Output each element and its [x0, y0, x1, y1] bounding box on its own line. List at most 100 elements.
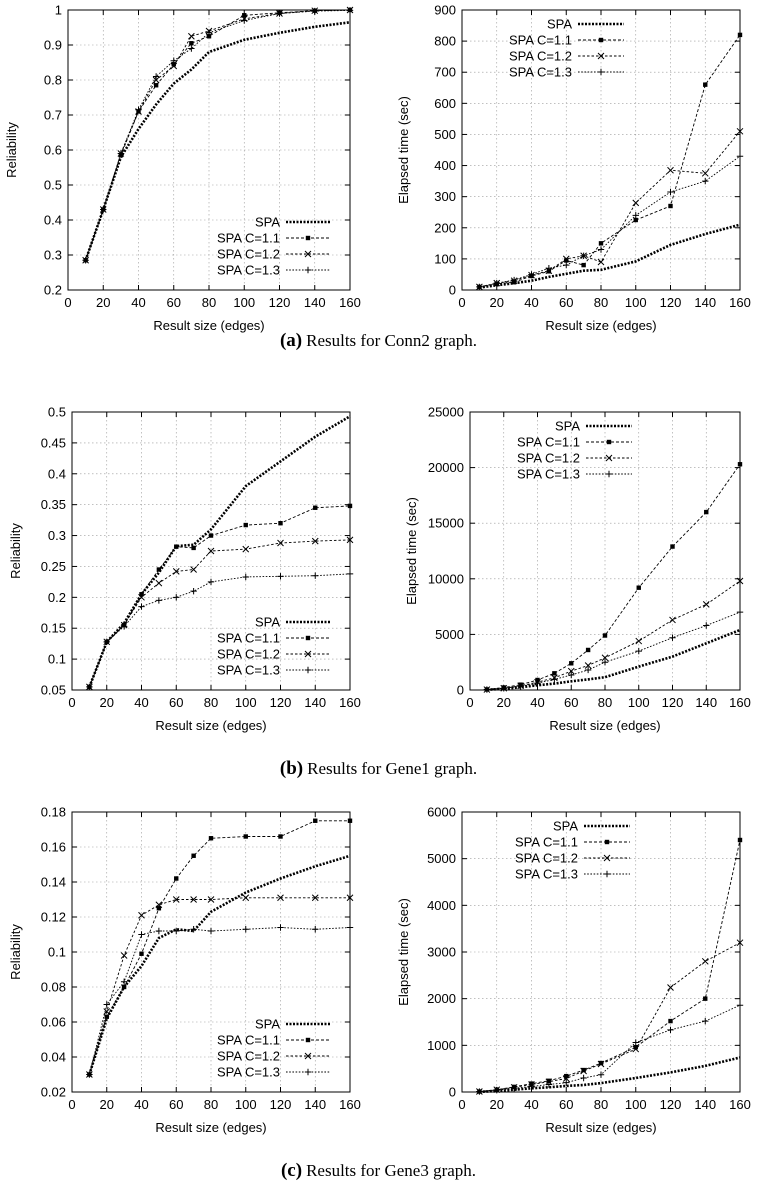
chart-5-legend-label: SPA — [255, 1017, 280, 1032]
chart-4-series-line-4 — [486, 611, 741, 691]
chart-3-legend-label: SPA C=1.3 — [217, 663, 280, 678]
chart-5-series-4-point — [242, 926, 249, 933]
caption-b: (b) Results for Gene1 graph. — [0, 758, 757, 780]
chart-1-legend-marker — [304, 250, 312, 258]
chart-3-series-2-point — [243, 522, 248, 528]
chart-3-x-tick-label: 60 — [169, 695, 183, 710]
chart-5-series-2-point — [313, 818, 318, 823]
chart-3-y-tick-label: 0.35 — [41, 497, 66, 512]
chart-4-series-4-point — [551, 676, 558, 683]
chart-3-series-2-point — [347, 503, 353, 509]
chart-6-series-4-point — [736, 1002, 744, 1009]
chart-4-x-tick-label: 60 — [564, 695, 578, 710]
chart-5-y-tick-label: 0.02 — [41, 1085, 66, 1100]
chart-2-legend-label: SPA — [547, 17, 572, 32]
chart-6-series-2-point — [633, 1045, 638, 1050]
chart-1-y-tick-label: 1 — [55, 3, 62, 18]
chart-4-x-tick-label: 20 — [497, 695, 511, 710]
chart-4-series-4-point — [483, 686, 491, 693]
chart-2-y-tick-label: 400 — [434, 158, 456, 173]
chart-4-series-2-point — [704, 509, 709, 515]
chart-4-series-4-point — [517, 683, 524, 690]
chart-3-series-4-point — [277, 573, 284, 580]
chart-5-series-2-point — [121, 984, 127, 990]
chart-2-y-axis-label: Elapsed time (sec) — [396, 96, 411, 204]
chart-6-series-4-point — [632, 1039, 639, 1046]
chart-4-y-tick-label: 0 — [457, 683, 464, 698]
chart-1-y-tick-label: 0.9 — [44, 38, 62, 53]
chart-1-y-tick-label: 0.6 — [44, 143, 62, 158]
chart-5-legend-label: SPA C=1.1 — [217, 1033, 280, 1048]
chart-3-y-tick-label: 0.45 — [41, 435, 66, 450]
chart-6-y-tick-label: 0 — [449, 1085, 456, 1100]
chart-1-x-tick-label: 100 — [233, 295, 255, 310]
chart-5-legend-label: SPA C=1.3 — [217, 1065, 280, 1080]
chart-5-series-line-1 — [88, 854, 351, 1075]
chart-6-series-3-point — [580, 1067, 587, 1075]
chart-1-series-4-point — [188, 45, 195, 52]
chart-6-y-tick-label: 2000 — [427, 991, 456, 1006]
chart-3-y-tick-label: 0.1 — [48, 652, 66, 667]
chart-5-series-4-point — [312, 926, 319, 933]
chart-3-series-4-point — [190, 587, 197, 595]
chart-2-x-tick-label: 80 — [594, 295, 608, 310]
chart-6-series-4-point — [563, 1079, 570, 1086]
chart-1-series-4-point — [241, 17, 248, 24]
chart-3-y-tick-label: 0.5 — [48, 405, 66, 420]
chart-2-legend-label: SPA C=1.1 — [509, 33, 572, 48]
chart-2-series-4-point — [667, 188, 674, 196]
chart-2-series-4-point — [736, 153, 744, 160]
chart-4-series-line-3 — [486, 580, 741, 691]
chart-3-series-2-point — [174, 544, 179, 549]
chart-5-y-tick-label: 0.14 — [41, 875, 66, 890]
chart-5-legend-label: SPA C=1.2 — [217, 1049, 280, 1064]
chart-6: 0 20 40 60 80 100 120 140 160 0 1000 2000 3000 4000 50… — [396, 805, 751, 1136]
chart-1-series-4-point — [82, 257, 89, 264]
chart-5-series-4-point — [277, 924, 284, 931]
chart-6-y-tick-label: 6000 — [427, 805, 456, 820]
chart-4-legend-marker — [606, 439, 612, 445]
chart-5-series-4-point — [86, 1071, 93, 1078]
chart-2-legend-label: SPA C=1.2 — [509, 49, 572, 64]
chart-1-y-tick-label: 0.2 — [44, 283, 62, 298]
chart-2-legend-marker — [597, 52, 605, 60]
chart-2-series-4-point — [702, 177, 709, 185]
chart-4-series-3-point — [584, 662, 592, 669]
chart-5-series-2-point — [104, 1014, 109, 1019]
chart-2-x-tick-label: 140 — [694, 295, 716, 310]
chart-2-series-line-2 — [479, 34, 741, 288]
chart-6-series-4-point — [510, 1085, 518, 1092]
chart-5-series-3-point — [242, 894, 250, 902]
chart-2-series-4-point — [510, 276, 518, 284]
chart-2-series-4-point — [528, 271, 535, 278]
chart-6-series-3-point — [597, 1060, 605, 1068]
chart-5-y-tick-label: 0.16 — [41, 840, 66, 855]
chart-3-series-line-4 — [88, 573, 351, 688]
chart-2-series-3-point — [667, 166, 674, 174]
chart-4-series-4-point — [635, 647, 642, 655]
chart-1-legend-marker — [304, 266, 312, 274]
chart-5-series-2-point — [174, 876, 179, 881]
chart-1-legend-label: SPA C=1.3 — [217, 263, 280, 278]
chart-3-legend-marker — [304, 650, 312, 658]
chart-1-legend-label: SPA — [255, 215, 280, 230]
chart-4: 0 20 40 60 80 100 120 140 160 0 5000 10000 15000 2000… — [404, 405, 751, 734]
chart-2-x-tick-label: 160 — [729, 295, 751, 310]
chart-1-legend-marker — [305, 235, 311, 241]
chart-1-series-2-point — [242, 13, 247, 18]
chart-5-series-4-point — [346, 924, 354, 931]
chart-5: 0 20 40 60 80 100 120 140 160 0.02 0.04 0.06 0.08 0.1… — [8, 805, 361, 1136]
chart-2-series-4-point — [545, 265, 553, 272]
chart-3-x-tick-label: 80 — [204, 695, 218, 710]
chart-3-series-2-point — [208, 533, 214, 538]
chart-4-y-tick-label: 15000 — [428, 516, 464, 531]
chart-4-x-tick-label: 140 — [695, 695, 717, 710]
chart-1-series-4-point — [100, 206, 107, 213]
chart-2-series-3-point — [736, 127, 744, 135]
chart-6-legend-label: SPA — [553, 819, 578, 834]
chart-4-series-3-point — [567, 667, 575, 675]
chart-2-series-2-point — [581, 262, 586, 268]
chart-3-x-tick-label: 20 — [100, 695, 114, 710]
